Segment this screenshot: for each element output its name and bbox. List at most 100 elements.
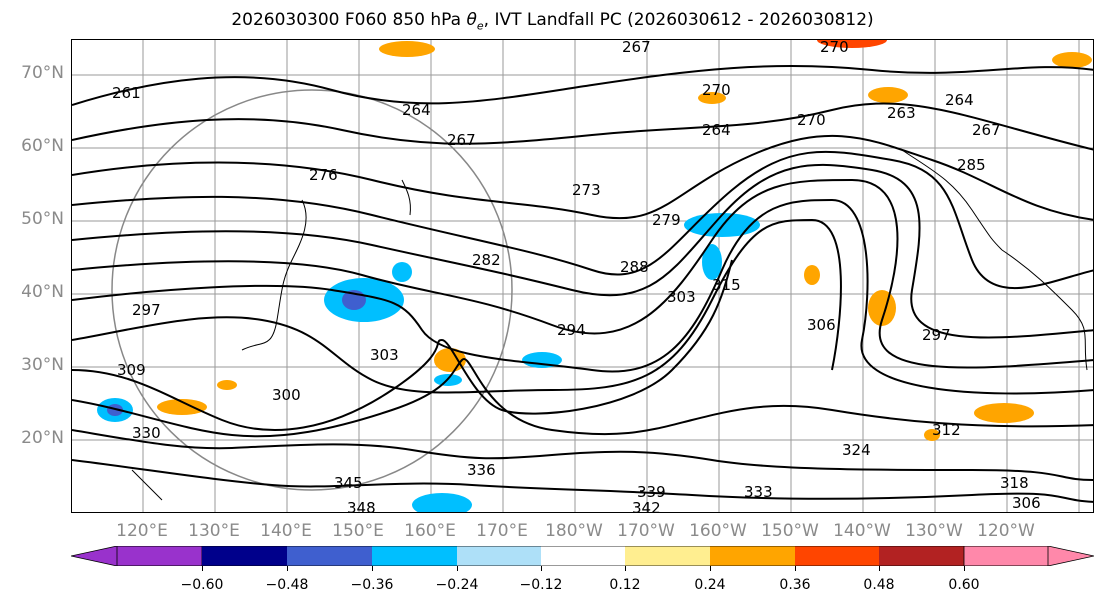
colorbar-tick-label: 0.12: [609, 577, 641, 593]
lon-label-120w: 120°W: [977, 521, 1035, 541]
colorbar-tick-label: −0.60: [180, 577, 224, 593]
contour-label: 261: [112, 84, 141, 102]
title-suffix: , IVT Landfall PC (2026030612 - 20260308…: [483, 10, 874, 30]
contour-label: 270: [797, 111, 826, 129]
map-svg: 261 264 267 267 270 270 264 264 263 267 …: [72, 40, 1093, 513]
lon-label-170e: 170°E: [476, 521, 528, 541]
contour-label: 336: [467, 461, 496, 479]
lon-label-180w: 180°W: [545, 521, 603, 541]
colorbar-tick-label: 0.60: [948, 577, 980, 593]
contour-label: 309: [117, 361, 146, 379]
colorbar-tickmark: [287, 566, 288, 571]
lon-label-140w: 140°W: [833, 521, 891, 541]
contour-label: 267: [447, 131, 476, 149]
chart-title: 2026030300 F060 850 hPa θe, IVT Landfall…: [0, 10, 1105, 32]
contour-label: 264: [402, 101, 431, 119]
contour-label: 315: [712, 276, 741, 294]
colorbar-tick-label: −0.24: [435, 577, 479, 593]
contour-label: 348: [347, 499, 376, 513]
colorbar-tick-label: −0.12: [519, 577, 563, 593]
colorbar-tick-label: 0.36: [779, 577, 811, 593]
lat-label-70n: 70°N: [21, 63, 64, 83]
colorbar-segment: [70, 545, 203, 567]
contour-label: 270: [702, 81, 731, 99]
contour-label: 276: [309, 166, 338, 184]
lon-label-150w: 150°W: [761, 521, 819, 541]
lat-label-30n: 30°N: [21, 355, 64, 375]
contour-labels: 261 264 267 267 270 270 264 264 263 267 …: [112, 40, 1041, 513]
contour-label: 263: [887, 104, 916, 122]
colorbar-segment: [287, 546, 372, 566]
colorbar-segment: [963, 545, 1095, 567]
coastlines: [131, 149, 1088, 501]
contour-label: 306: [1012, 494, 1041, 512]
lon-label-130e: 130°E: [188, 521, 240, 541]
contour-label: 297: [922, 326, 951, 344]
colorbar-segment: [457, 546, 541, 566]
colorbar-segment: [625, 546, 710, 566]
theta-subscript: e: [476, 19, 484, 33]
theta-symbol: θ: [466, 10, 477, 30]
contour-label: 345: [334, 474, 363, 492]
contour-label: 339: [637, 483, 666, 501]
lon-label-160w: 160°W: [689, 521, 747, 541]
colorbar-segment: [879, 546, 964, 566]
contour-label: 267: [972, 121, 1001, 139]
colorbar-svg: [70, 545, 1095, 567]
lon-label-130w: 130°W: [905, 521, 963, 541]
colorbar-segment: [710, 546, 795, 566]
lat-label-40n: 40°N: [21, 282, 64, 302]
contour-label: 264: [945, 91, 974, 109]
colorbar-tickmark: [202, 566, 203, 571]
colorbar-tickmark: [964, 566, 965, 571]
colorbar-segment: [202, 546, 287, 566]
contour-label: 300: [272, 386, 301, 404]
lat-label-20n: 20°N: [21, 428, 64, 448]
lon-label-140e: 140°E: [260, 521, 312, 541]
map-panel: 261 264 267 267 270 270 264 264 263 267 …: [71, 39, 1094, 513]
colorbar-tick-label: 0.24: [694, 577, 726, 593]
contour-label: 267: [622, 40, 651, 56]
colorbar-tickmark: [372, 566, 373, 571]
contour-label: 303: [667, 288, 696, 306]
contour-label: 279: [652, 211, 681, 229]
colorbar-tickmark: [879, 566, 880, 571]
contour-label: 264: [702, 121, 731, 139]
contour-label: 273: [572, 181, 601, 199]
contour-label: 306: [807, 316, 836, 334]
contour-label: 312: [932, 421, 961, 439]
colorbar-segment: [795, 546, 879, 566]
lat-label-50n: 50°N: [21, 209, 64, 229]
colorbar-tickmark: [457, 566, 458, 571]
colorbar-tick-label: −0.48: [265, 577, 309, 593]
colorbar-tick-label: −0.36: [350, 577, 394, 593]
contour-label: 324: [842, 441, 871, 459]
contour-label: 333: [744, 483, 773, 501]
pc-shading: [97, 40, 1092, 512]
contour-label: 330: [132, 424, 161, 442]
contour-label: 294: [557, 321, 586, 339]
theta-e-contours: [72, 64, 1093, 503]
contour-label: 282: [472, 251, 501, 269]
colorbar-tick-label: 0.48: [863, 577, 895, 593]
colorbar-tickmark: [625, 566, 626, 571]
contour-label: 270: [820, 40, 849, 56]
range-circle: [111, 89, 513, 491]
lon-label-150e: 150°E: [332, 521, 384, 541]
colorbar-tickmark: [710, 566, 711, 571]
contour-label: 318: [1000, 474, 1029, 492]
colorbar-segment: [372, 546, 457, 566]
lon-label-160e: 160°E: [404, 521, 456, 541]
contour-label: 297: [132, 301, 161, 319]
lon-label-170w: 170°W: [617, 521, 675, 541]
colorbar-tickmark: [795, 566, 796, 571]
contour-label: 288: [620, 258, 649, 276]
contour-label: 342: [632, 499, 661, 513]
lat-label-60n: 60°N: [21, 136, 64, 156]
contour-label: 303: [370, 346, 399, 364]
contour-label: 285: [957, 156, 986, 174]
colorbar-tickmark: [541, 566, 542, 571]
title-prefix: 2026030300 F060 850 hPa: [231, 10, 467, 30]
map-gridlines: [72, 40, 1093, 512]
colorbar-segment: [541, 546, 625, 566]
